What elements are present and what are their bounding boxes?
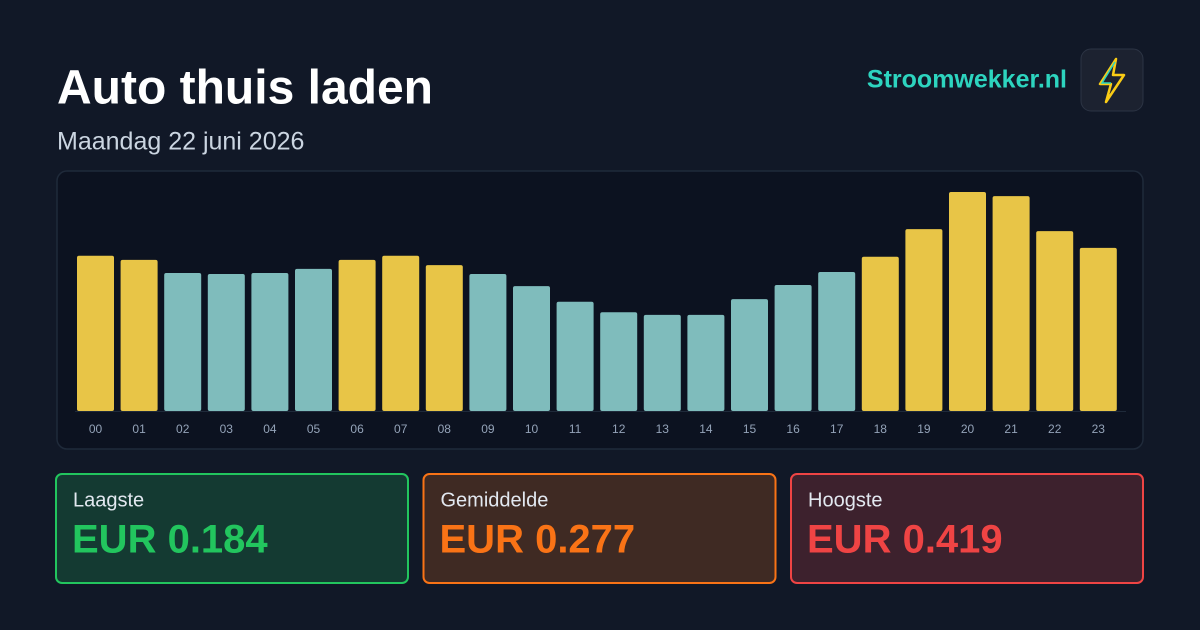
- x-tick-label: 19: [917, 422, 931, 436]
- x-tick-label: 21: [1004, 422, 1018, 436]
- bar: [905, 229, 943, 411]
- bar: [818, 271, 856, 411]
- bar: [338, 259, 376, 411]
- stat-label: Hoogste: [808, 489, 883, 511]
- stat-value: EUR 0.277: [440, 518, 636, 562]
- bar: [251, 273, 289, 411]
- bar: [295, 268, 332, 411]
- x-tick-label: 11: [569, 422, 582, 436]
- bar: [207, 274, 245, 411]
- bar: [643, 314, 681, 411]
- stat-card: [55, 473, 409, 584]
- bar: [513, 286, 550, 411]
- bar: [77, 255, 114, 411]
- x-tick-label: 12: [612, 422, 626, 436]
- x-tick-label: 10: [525, 422, 539, 436]
- bar: [425, 265, 463, 411]
- stat-card: [790, 473, 1144, 584]
- bar: [992, 196, 1030, 411]
- bar: [382, 255, 420, 411]
- stat-value: EUR 0.184: [72, 518, 268, 562]
- x-tick-label: 07: [394, 422, 408, 436]
- x-tick-label: 09: [481, 422, 495, 436]
- bar: [774, 285, 812, 411]
- x-tick-label: 03: [220, 422, 234, 436]
- stat-label: Gemiddelde: [441, 489, 549, 511]
- x-tick-label: 06: [350, 422, 364, 436]
- bar: [120, 259, 158, 411]
- bar: [164, 273, 202, 411]
- x-tick-label: 23: [1092, 422, 1106, 436]
- x-tick-label: 00: [89, 422, 103, 436]
- stat-card: [422, 473, 777, 584]
- title: Auto thuis laden: [57, 62, 433, 115]
- bar: [1079, 247, 1117, 411]
- x-tick-label: 18: [874, 422, 888, 436]
- x-tick-label: 05: [307, 422, 321, 436]
- bar: [861, 256, 899, 411]
- x-tick-label: 16: [786, 422, 800, 436]
- bar: [600, 312, 638, 411]
- logo-bolt: [1098, 57, 1126, 104]
- bar: [731, 299, 768, 411]
- x-tick-label: 22: [1048, 422, 1062, 436]
- x-tick-label: 13: [656, 422, 670, 436]
- stat-value: EUR 0.419: [807, 518, 1003, 562]
- x-tick-label: 15: [743, 422, 757, 436]
- bar: [949, 191, 986, 411]
- x-tick-label: 20: [961, 422, 975, 436]
- logo: [1080, 48, 1144, 112]
- stat-label: Laagste: [73, 489, 144, 511]
- bar: [469, 274, 507, 411]
- x-tick-label: 02: [176, 422, 190, 436]
- x-tick-label: 01: [132, 422, 146, 436]
- x-tick-label: 04: [263, 422, 277, 436]
- subtitle: Maandag 22 juni 2026: [57, 128, 304, 156]
- brand: Stroomwekker.nl: [867, 66, 1067, 94]
- x-tick-label: 17: [830, 422, 844, 436]
- logo-bolt-accent: [1100, 61, 1116, 84]
- bar: [556, 301, 594, 411]
- x-tick-label: 08: [438, 422, 452, 436]
- x-tick-label: 14: [699, 422, 713, 436]
- bar: [1036, 231, 1074, 411]
- bar: [687, 314, 725, 411]
